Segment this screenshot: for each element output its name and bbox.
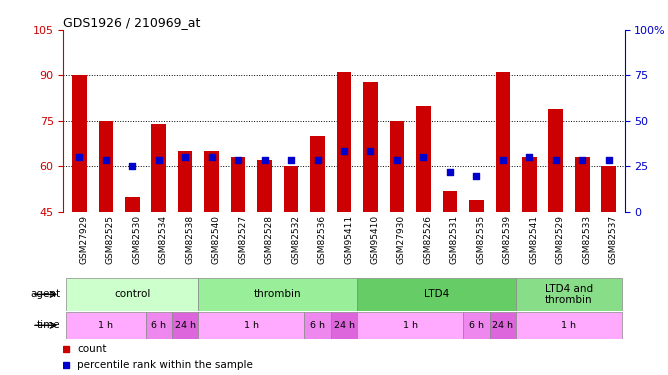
Text: LTD4 and
thrombin: LTD4 and thrombin <box>545 284 593 305</box>
Text: GSM82536: GSM82536 <box>317 215 327 264</box>
Text: GSM82540: GSM82540 <box>212 215 220 264</box>
Bar <box>357 312 463 339</box>
Bar <box>257 160 272 212</box>
Text: GSM27930: GSM27930 <box>397 215 406 264</box>
Bar <box>463 312 490 339</box>
Bar <box>231 158 245 212</box>
Bar <box>178 151 192 212</box>
Text: percentile rank within the sample: percentile rank within the sample <box>77 360 253 370</box>
Text: thrombin: thrombin <box>254 290 302 299</box>
Text: 24 h: 24 h <box>175 321 196 330</box>
Bar <box>152 124 166 212</box>
Text: GSM82541: GSM82541 <box>529 215 538 264</box>
Bar <box>125 197 140 212</box>
Point <box>418 154 429 160</box>
Bar <box>490 312 516 339</box>
Text: time: time <box>37 320 60 330</box>
Text: GSM82527: GSM82527 <box>238 215 247 264</box>
Point <box>74 154 85 160</box>
Bar <box>443 190 457 212</box>
Point <box>365 148 376 154</box>
Text: GSM27929: GSM27929 <box>79 215 88 264</box>
Bar <box>575 158 590 212</box>
Point <box>259 158 270 164</box>
Text: 6 h: 6 h <box>469 321 484 330</box>
Point <box>498 158 508 164</box>
Bar <box>331 312 357 339</box>
Text: 1 h: 1 h <box>98 321 114 330</box>
Text: GDS1926 / 210969_at: GDS1926 / 210969_at <box>63 16 201 29</box>
Point <box>391 158 402 164</box>
Bar <box>522 158 536 212</box>
Bar <box>198 278 357 310</box>
Text: GSM82535: GSM82535 <box>476 215 486 264</box>
Text: GSM82532: GSM82532 <box>291 215 300 264</box>
Text: 1 h: 1 h <box>403 321 418 330</box>
Bar <box>516 312 622 339</box>
Text: LTD4: LTD4 <box>424 290 450 299</box>
Text: agent: agent <box>30 290 60 299</box>
Text: GSM82533: GSM82533 <box>582 215 591 264</box>
Bar <box>548 109 563 212</box>
Point <box>603 158 614 164</box>
Bar <box>305 312 331 339</box>
Text: 1 h: 1 h <box>562 321 576 330</box>
Bar <box>363 81 378 212</box>
Text: GSM82528: GSM82528 <box>265 215 274 264</box>
Bar <box>66 278 198 310</box>
Bar <box>496 72 510 212</box>
Bar <box>172 312 198 339</box>
Point <box>286 158 297 164</box>
Bar <box>516 278 622 310</box>
Bar <box>389 121 404 212</box>
Text: GSM82529: GSM82529 <box>556 215 564 264</box>
Bar <box>198 312 305 339</box>
Text: 6 h: 6 h <box>310 321 325 330</box>
Bar <box>469 200 484 212</box>
Point <box>233 158 244 164</box>
Text: GSM95410: GSM95410 <box>371 215 379 264</box>
Text: 1 h: 1 h <box>244 321 259 330</box>
Bar <box>204 151 219 212</box>
Point <box>100 158 111 164</box>
Text: GSM82537: GSM82537 <box>609 215 618 264</box>
Text: GSM82539: GSM82539 <box>503 215 512 264</box>
Point <box>471 172 482 178</box>
Text: 6 h: 6 h <box>151 321 166 330</box>
Text: GSM95411: GSM95411 <box>344 215 353 264</box>
Bar <box>310 136 325 212</box>
Bar <box>72 75 87 212</box>
Text: GSM82530: GSM82530 <box>132 215 141 264</box>
Bar <box>601 166 616 212</box>
Point <box>127 164 138 170</box>
Point <box>550 158 561 164</box>
Text: 24 h: 24 h <box>333 321 355 330</box>
Point <box>206 154 217 160</box>
Point <box>524 154 534 160</box>
Bar <box>416 106 431 212</box>
Text: GSM82531: GSM82531 <box>450 215 459 264</box>
Bar <box>337 72 351 212</box>
Point <box>577 158 588 164</box>
Text: GSM82534: GSM82534 <box>159 215 168 264</box>
Point <box>444 170 455 176</box>
Text: control: control <box>114 290 150 299</box>
Text: count: count <box>77 344 107 354</box>
Text: GSM82526: GSM82526 <box>424 215 432 264</box>
Text: 24 h: 24 h <box>492 321 513 330</box>
Point <box>339 148 349 154</box>
Bar <box>357 278 516 310</box>
Point <box>180 154 190 160</box>
Bar <box>99 121 113 212</box>
Bar <box>284 166 299 212</box>
Point <box>154 158 164 164</box>
Bar <box>66 312 146 339</box>
Point <box>312 158 323 164</box>
Text: GSM82538: GSM82538 <box>185 215 194 264</box>
Bar <box>146 312 172 339</box>
Text: GSM82525: GSM82525 <box>106 215 115 264</box>
